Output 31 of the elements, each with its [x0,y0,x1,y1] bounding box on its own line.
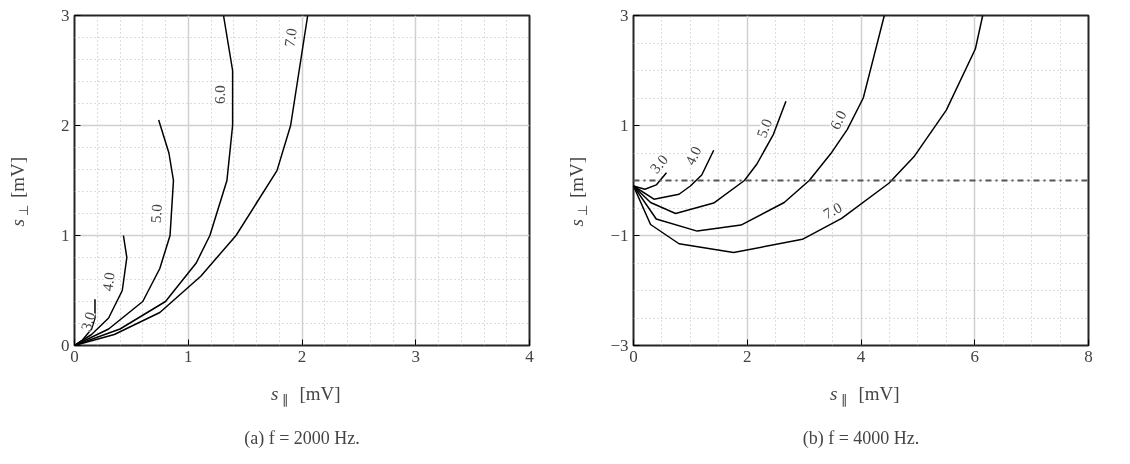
x-axis-title: s∥ [mV] [271,383,341,407]
x-tick-label: 4 [856,346,866,366]
annotation: 4.0 [99,271,118,293]
annotation: 7.0 [820,199,845,223]
annotation: 5.0 [753,116,776,140]
x-tick-label: 8 [1084,346,1093,366]
y-tick-label: 3 [61,6,70,25]
text: (b) f = 4000 Hz. [802,427,920,449]
annotation: 7.0 [281,27,300,48]
annotation: 6.0 [212,85,229,105]
y-tick-label: 2 [61,116,70,135]
text: (a) f = 2000 Hz. [244,427,360,449]
y-tick-label: 3 [620,6,629,25]
annotation: 4.0 [681,143,705,168]
y-tick-label: 1 [61,226,70,245]
x-tick-label: 6 [970,346,979,366]
x-tick-label: 1 [184,346,193,366]
x-tick-label: 4 [525,346,535,366]
x-axis-title: s∥ [mV] [830,383,900,407]
x-tick-label: 3 [411,346,420,366]
annotation: 6.0 [826,108,850,132]
annotation: 5.0 [147,203,165,224]
y-tick-label: −1 [610,226,629,245]
x-tick-label: 2 [743,346,752,366]
y-axis-title: s⊥ [mV] [7,156,31,227]
x-tick-label: 2 [297,346,307,366]
annotation: 3.0 [646,151,672,177]
y-axis-title: s⊥ [mV] [566,156,590,227]
y-tick-label: 1 [620,116,629,135]
y-tick-label: −3 [610,336,629,355]
annotation: 3.0 [77,309,99,333]
